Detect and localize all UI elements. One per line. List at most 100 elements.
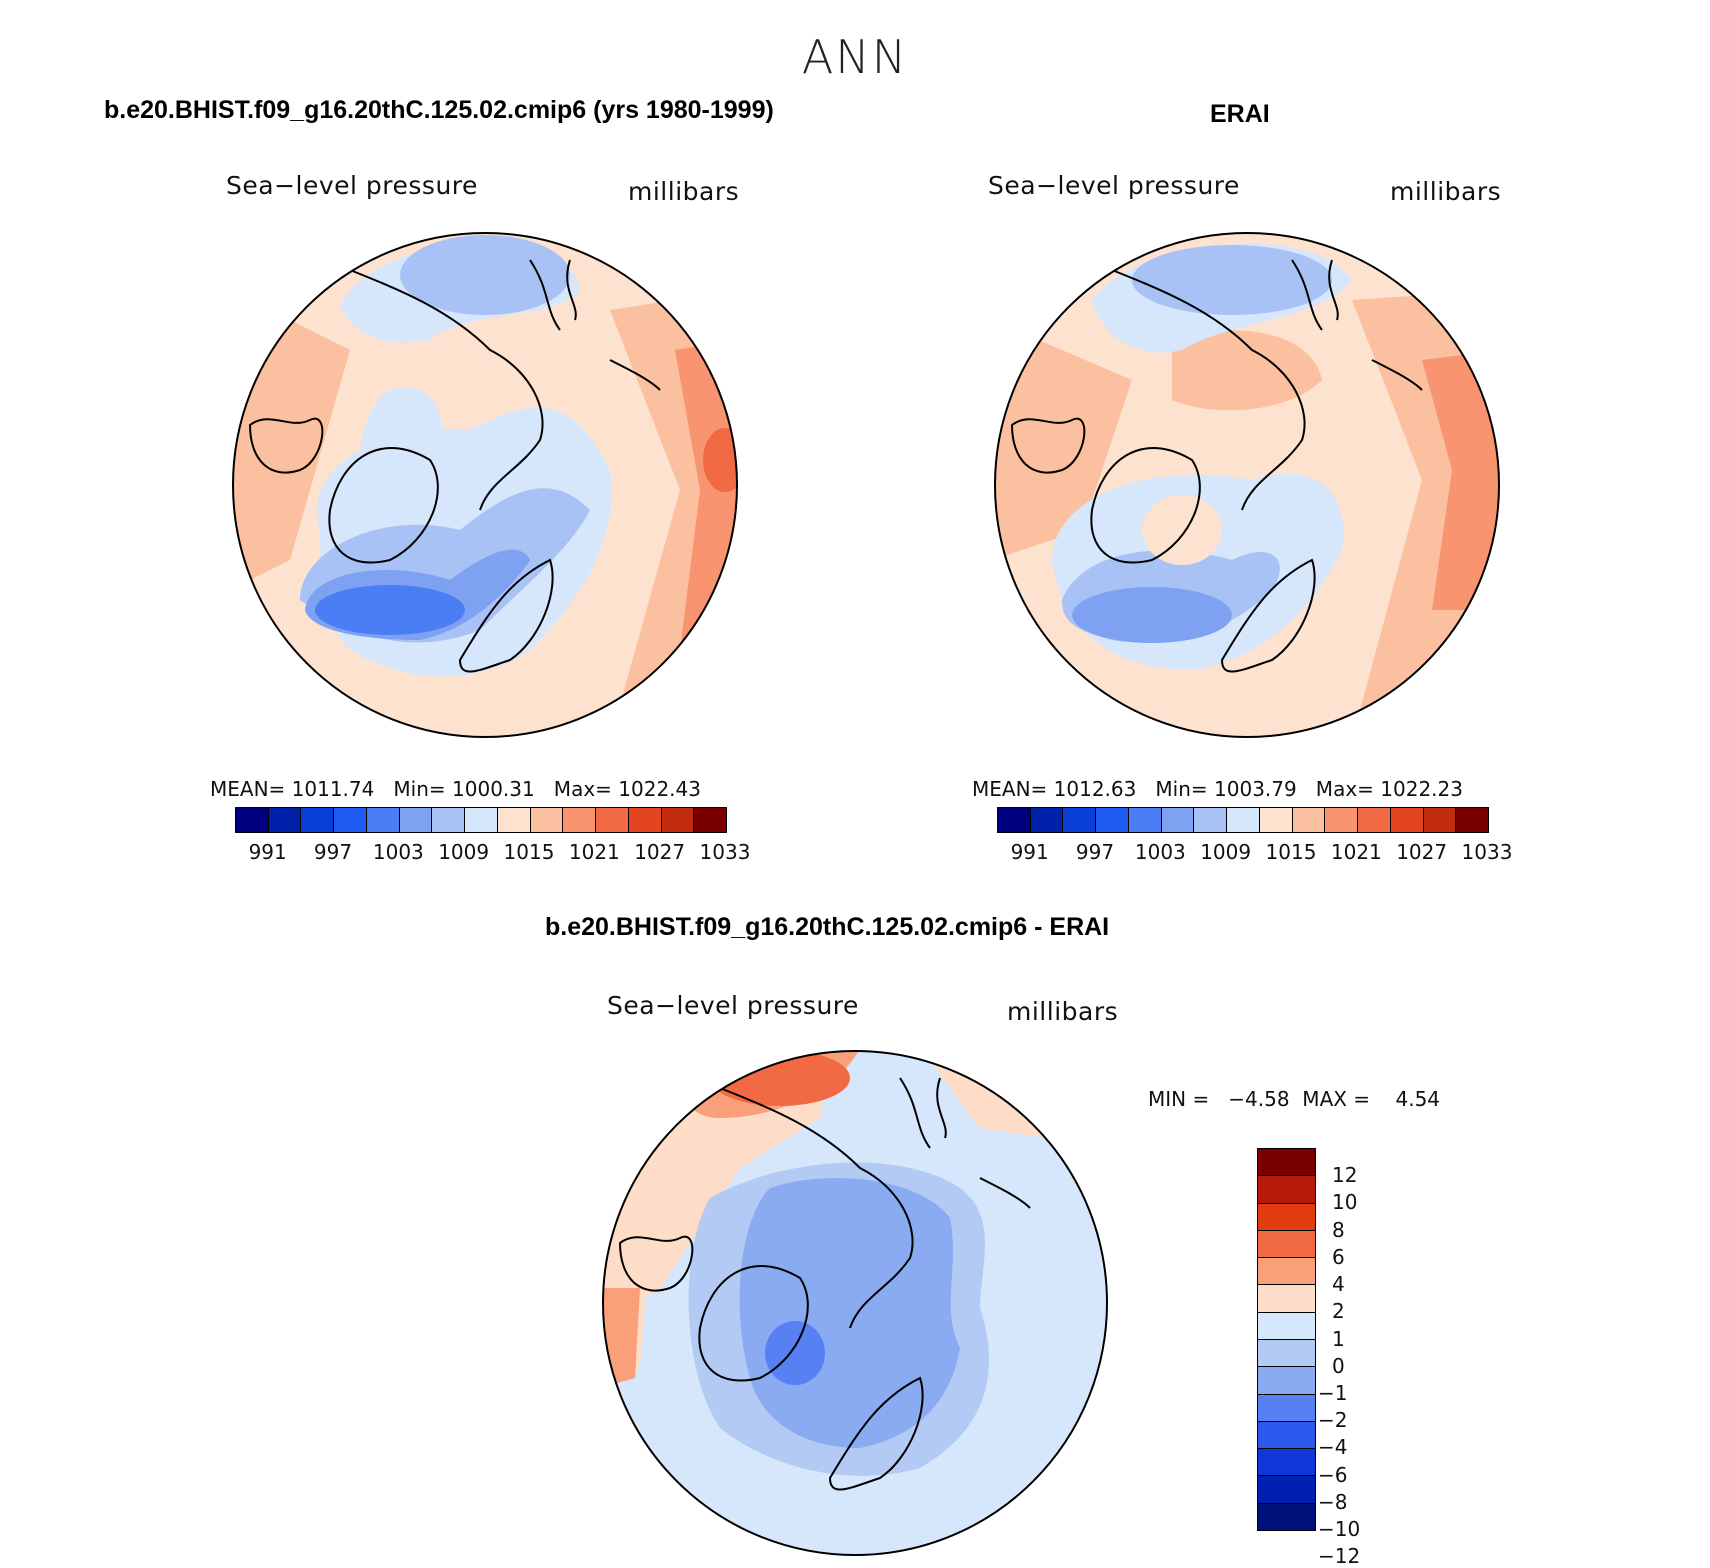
obs-colorbar-swatch (1128, 808, 1162, 832)
diff-colorbar-tick-label: 6 (1332, 1244, 1345, 1269)
diff-colorbar-tick-label: 4 (1332, 1272, 1345, 1297)
diff-colorbar-swatch (1258, 1176, 1315, 1204)
model-icelandic-core (315, 585, 465, 635)
model-polar-map (232, 232, 738, 738)
obs-arctic-high (1172, 330, 1322, 411)
obs-colorbar-swatch (1030, 808, 1064, 832)
obs-units-label: millibars (1390, 177, 1502, 206)
obs-colorbar-swatch (1325, 808, 1359, 832)
obs-colorbar-ticks: 991 997 1003 1009 1015 1021 1027 1033 (997, 840, 1513, 866)
obs-colorbar-tick-label: 997 (1075, 840, 1115, 864)
obs-map-border (994, 232, 1500, 738)
model-colorbar-swatch (301, 808, 335, 832)
diff-colorbar-tick-label: 10 (1332, 1190, 1358, 1215)
obs-colorbar-swatch (1423, 808, 1457, 832)
obs-panel-title: ERAI (1210, 100, 1270, 128)
model-colorbar-tick-label: 1015 (503, 840, 555, 864)
model-colorbar-swatch (661, 808, 695, 832)
diff-arctic-negative-inner (739, 1178, 960, 1448)
obs-colorbar-swatch (1358, 808, 1391, 832)
obs-colorbar-swatch (998, 808, 1031, 832)
model-colorbar-tick-label: 1033 (699, 840, 751, 864)
model-colorbar-swatch (334, 808, 367, 832)
model-colorbar-swatch (268, 808, 302, 832)
diff-colorbar-tick-label: −12 (1318, 1544, 1361, 1568)
diff-colorbar-tick-label: −8 (1318, 1489, 1348, 1514)
model-colorbar-swatch (530, 808, 564, 832)
model-stats: MEAN= 1011.74 Min= 1000.31 Max= 1022.43 (210, 777, 701, 801)
model-map-border (232, 232, 738, 738)
obs-colorbar-swatch (1292, 808, 1326, 832)
obs-colorbar-swatch (1390, 808, 1424, 832)
diff-colorbar-tick-label: 12 (1332, 1163, 1358, 1188)
diff-units-label: millibars (1007, 997, 1119, 1026)
diff-colorbar-swatch (1258, 1476, 1315, 1504)
diff-colorbar-swatch (1258, 1394, 1315, 1422)
diff-colorbar-tick-label: −4 (1318, 1435, 1348, 1460)
model-colorbar-swatch (432, 808, 466, 832)
model-colorbar-swatch (399, 808, 433, 832)
obs-colorbar-swatch (1259, 808, 1293, 832)
model-colorbar-tick-label: 991 (248, 840, 287, 864)
diff-colorbar-tick-label: 1 (1332, 1326, 1345, 1351)
model-colorbar (235, 807, 727, 833)
obs-colorbar-swatch (1456, 808, 1489, 832)
obs-colorbar-tick-label: 1027 (1396, 840, 1448, 864)
diff-colorbar-swatch (1258, 1421, 1315, 1450)
model-colorbar-tick-label: 1027 (634, 840, 686, 864)
model-colorbar-swatch (497, 808, 531, 832)
model-colorbar-tick-label: 1021 (568, 840, 620, 864)
diff-colorbar (1257, 1148, 1316, 1531)
model-colorbar-swatch (465, 808, 498, 832)
diff-panel-title: b.e20.BHIST.f09_g16.20thC.125.02.cmip6 -… (545, 913, 1110, 941)
obs-icelandic-low (1072, 587, 1232, 643)
obs-colorbar-tick-label: 1009 (1200, 840, 1252, 864)
diff-colorbar-swatch (1258, 1367, 1315, 1395)
obs-east-high-core (1422, 350, 1499, 610)
diff-colorbar-tick-label: 2 (1332, 1299, 1345, 1324)
model-colorbar-tick-label: 1003 (372, 840, 424, 864)
obs-colorbar-swatch (1096, 808, 1129, 832)
model-colorbar-swatch (694, 808, 727, 832)
obs-colorbar-swatch (1194, 808, 1228, 832)
model-colorbar-swatch (236, 808, 269, 832)
diff-colorbar-swatch (1258, 1258, 1315, 1286)
obs-colorbar-tick-label: 991 (1010, 840, 1049, 864)
diff-stats: MIN = −4.58 MAX = 4.54 (1148, 1087, 1441, 1111)
diff-colorbar-tick-label: 8 (1332, 1217, 1345, 1242)
model-colorbar-tick-label: 1009 (438, 840, 490, 864)
obs-polar-map (994, 232, 1500, 738)
model-coastlines (248, 259, 661, 673)
obs-colorbar-tick-label: 1015 (1265, 840, 1317, 864)
model-variable-label: Sea−level pressure (226, 171, 478, 200)
diff-greenland-negative-core (765, 1321, 825, 1385)
obs-colorbar-tick-label: 1021 (1330, 840, 1382, 864)
diff-colorbar-tick-label: −2 (1318, 1408, 1348, 1433)
diff-colorbar-tick-label: 0 (1332, 1353, 1345, 1378)
diff-colorbar-swatch (1258, 1339, 1315, 1368)
obs-colorbar-tick-label: 1033 (1461, 840, 1513, 864)
obs-variable-label: Sea−level pressure (988, 171, 1240, 200)
season-title: ANN (801, 30, 909, 84)
obs-colorbar-swatch (1063, 808, 1097, 832)
diff-colorbar-ticks: 12 10 8 6 4 2 1 0 −1 −2 −4 −6 −8 −10 −12 (1318, 1148, 1382, 1568)
model-colorbar-ticks: 991 997 1003 1009 1015 1021 1027 1033 (235, 840, 751, 866)
obs-greenland-high (1142, 495, 1222, 565)
obs-north-low-core (1132, 245, 1332, 315)
model-units-label: millibars (628, 177, 740, 206)
obs-west-high (995, 320, 1132, 560)
obs-colorbar-swatch (1161, 808, 1195, 832)
diff-colorbar-swatch (1258, 1203, 1315, 1231)
model-colorbar-tick-label: 997 (313, 840, 353, 864)
diff-colorbar-swatch (1258, 1230, 1315, 1259)
model-colorbar-swatch (596, 808, 629, 832)
diff-colorbar-tick-label: −10 (1318, 1517, 1361, 1541)
obs-colorbar-tick-label: 1003 (1134, 840, 1186, 864)
diff-colorbar-tick-label: −1 (1318, 1380, 1348, 1405)
diff-colorbar-swatch (1258, 1149, 1315, 1177)
obs-coastlines (1010, 259, 1423, 673)
obs-stats: MEAN= 1012.63 Min= 1003.79 Max= 1022.23 (972, 777, 1463, 801)
diff-colorbar-tick-label: −6 (1318, 1462, 1348, 1487)
diff-coastlines (618, 1077, 1031, 1491)
diff-variable-label: Sea−level pressure (607, 991, 859, 1020)
